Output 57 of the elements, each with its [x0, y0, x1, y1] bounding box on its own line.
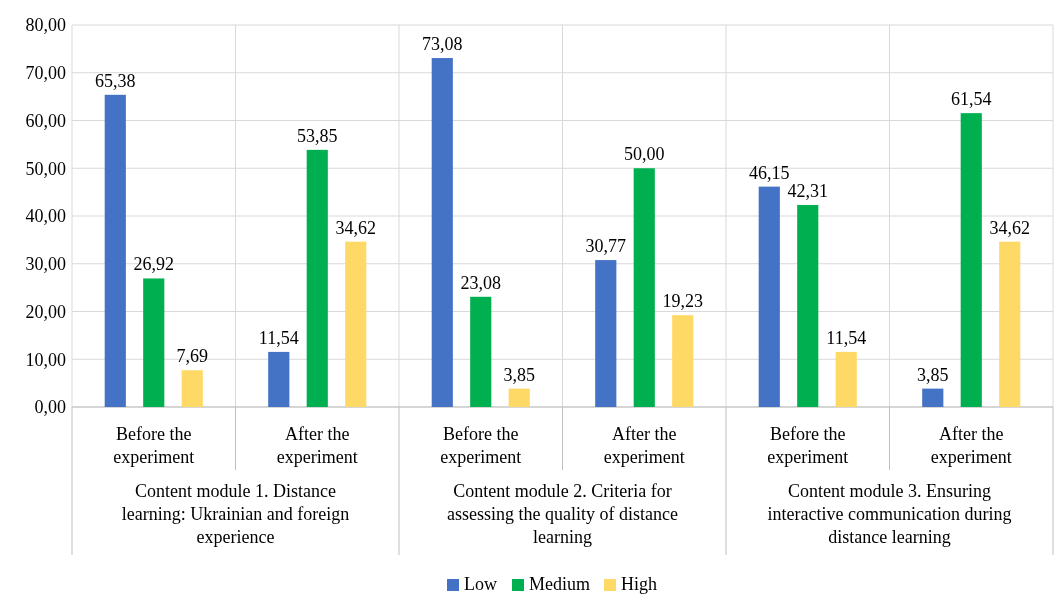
legend-label: Low [464, 574, 497, 594]
bar [470, 296, 492, 407]
x-tick-label: After the experiment [603, 424, 685, 467]
x-tick-label: After the experiment [276, 424, 358, 467]
data-label: 42,31 [787, 180, 828, 201]
y-tick-label: 10,00 [25, 349, 66, 370]
x-tick-label: Before the experiment [113, 424, 195, 467]
y-tick-label: 0,00 [34, 397, 66, 418]
bar [758, 186, 780, 407]
legend-label: Medium [529, 574, 590, 594]
data-label: 73,08 [422, 34, 463, 55]
x-tick-label: After the experiment [930, 424, 1012, 467]
bar [104, 94, 126, 407]
text: Content module 3. Ensuring interactive communication during distance learning [767, 481, 1012, 547]
data-label: 3,85 [917, 364, 949, 385]
data-label: 11,54 [258, 327, 299, 348]
x-tick-label: Before the experiment [440, 424, 522, 467]
data-label: 46,15 [749, 162, 790, 183]
bar [181, 370, 203, 407]
bar [633, 168, 655, 407]
bar [431, 58, 453, 407]
bar [268, 351, 290, 407]
bar [835, 351, 857, 407]
data-label: 50,00 [624, 144, 665, 165]
data-label: 3,85 [503, 364, 535, 385]
text: Content module 2. Criteria for assessing the quality of distance learning [447, 481, 678, 547]
y-tick-label: 50,00 [25, 158, 66, 179]
bar [143, 278, 165, 407]
data-label: 65,38 [95, 70, 136, 91]
y-tick-label: 70,00 [25, 63, 66, 84]
bar [999, 241, 1021, 407]
bar [922, 388, 944, 407]
bar [508, 388, 530, 407]
bar [960, 113, 982, 407]
bar [672, 315, 694, 407]
bar [306, 149, 328, 407]
bar [345, 241, 367, 407]
data-label: 19,23 [662, 291, 703, 312]
data-label: 61,54 [951, 89, 992, 110]
bar [797, 204, 819, 407]
legend-label: High [621, 574, 657, 594]
text: Content module 1. Distance learning: Ukrainian and foreign experience [121, 481, 350, 547]
x-tick-label: Before the experiment [767, 424, 849, 467]
y-tick-label: 30,00 [25, 254, 66, 275]
y-tick-label: 40,00 [25, 206, 66, 227]
data-label: 30,77 [585, 236, 627, 257]
data-label: 23,08 [460, 272, 501, 293]
data-label: 26,92 [133, 254, 174, 275]
data-label: 34,62 [335, 217, 376, 238]
y-tick-label: 20,00 [25, 301, 66, 322]
data-label: 34,62 [989, 217, 1030, 238]
bar [595, 260, 617, 407]
y-tick-label: 80,00 [25, 15, 66, 36]
y-tick-label: 60,00 [25, 110, 66, 131]
data-label: 7,69 [176, 346, 208, 367]
data-label: 53,85 [297, 125, 338, 146]
data-label: 11,54 [826, 327, 867, 348]
